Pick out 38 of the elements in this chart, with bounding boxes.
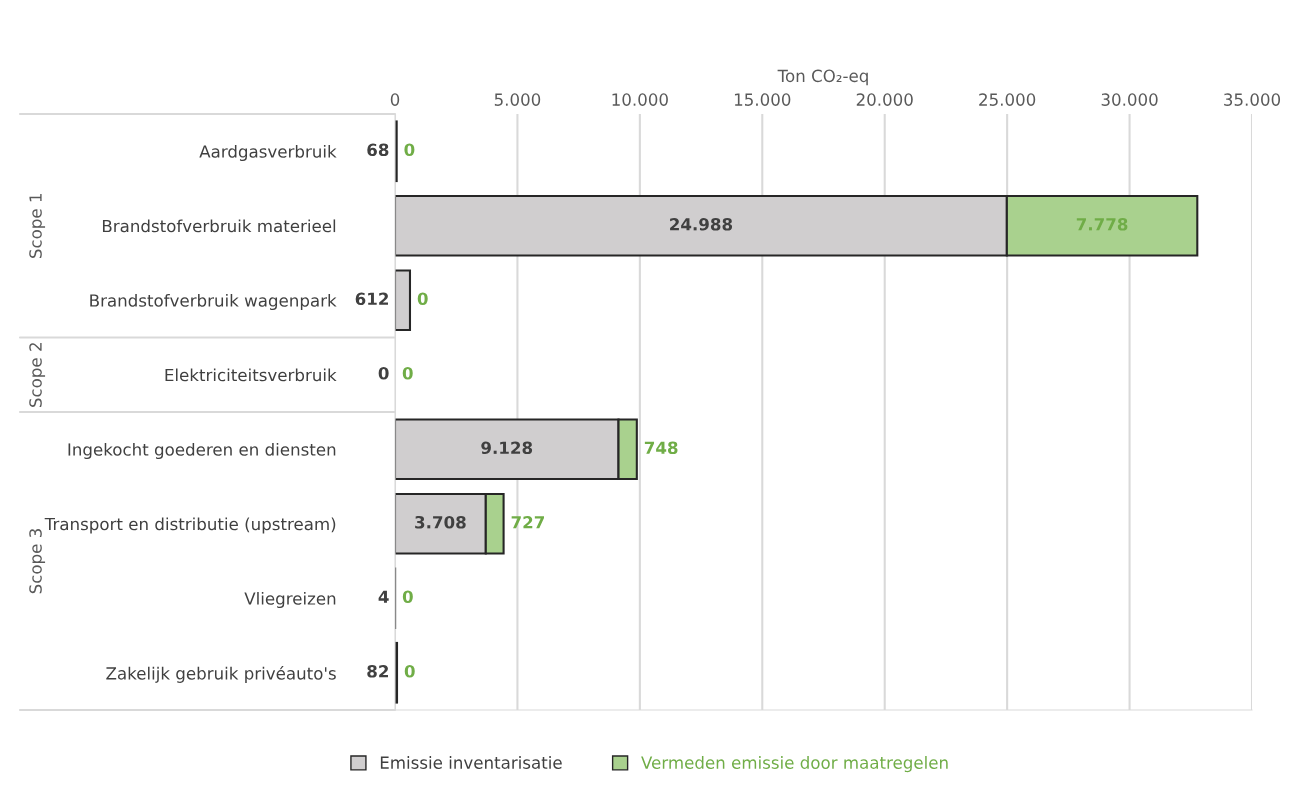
text: Scope 3 bbox=[29, 529, 46, 594]
x-tick-label: 10.000 bbox=[612, 93, 668, 106]
data-label: 82 bbox=[367, 664, 388, 678]
data-label: 4 bbox=[378, 590, 389, 603]
data-label: 7.778 bbox=[1076, 217, 1128, 231]
text: Scope 1 bbox=[29, 193, 46, 258]
data-label: 3.708 bbox=[415, 515, 466, 529]
data-label: 0 bbox=[404, 143, 415, 157]
x-axis-title: Ton CO₂-eq bbox=[777, 69, 868, 86]
data-label: 0 bbox=[402, 366, 413, 380]
x-tick-label: 20.000 bbox=[856, 93, 913, 106]
data-label: 9.128 bbox=[481, 441, 533, 455]
data-label: 748 bbox=[644, 441, 678, 455]
legend-label: Vermeden emissie door maatregelen bbox=[641, 756, 948, 773]
y-tick-label: Zakelijk gebruik privéauto's bbox=[106, 666, 336, 683]
data-label: 68 bbox=[367, 143, 389, 157]
y-tick-label: Elektriciteitsverbruik bbox=[165, 368, 337, 382]
legend-label: Emissie inventarisatie bbox=[380, 756, 562, 769]
x-tick-label: 15.000 bbox=[734, 93, 791, 106]
y-tick-label: Brandstofverbruik materieel bbox=[102, 219, 336, 233]
y-tick-label: Transport en distributie (upstream) bbox=[44, 517, 336, 534]
y-tick-label: Vliegreizen bbox=[244, 591, 336, 609]
text: Scope 2 bbox=[29, 343, 46, 407]
data-label: 727 bbox=[511, 515, 544, 529]
y-tick-label: Brandstofverbruik wagenpark bbox=[90, 293, 337, 311]
y-tick-label: Ingekocht goederen en diensten bbox=[68, 442, 336, 460]
x-tick-label: 0 bbox=[390, 93, 400, 106]
data-label: 612 bbox=[355, 292, 388, 306]
x-tick-label: 30.000 bbox=[1101, 93, 1158, 106]
data-label: 0 bbox=[404, 664, 415, 678]
data-label: 0 bbox=[402, 590, 413, 604]
data-label: 0 bbox=[378, 366, 389, 380]
y-tick-label: Aardgasverbruik bbox=[199, 144, 337, 162]
data-label: 0 bbox=[417, 292, 428, 306]
x-tick-label: 5.000 bbox=[494, 93, 541, 106]
x-tick-label: 35.000 bbox=[1224, 93, 1281, 106]
x-tick-label: 25.000 bbox=[979, 93, 1036, 106]
data-label: 24.988 bbox=[670, 217, 733, 231]
